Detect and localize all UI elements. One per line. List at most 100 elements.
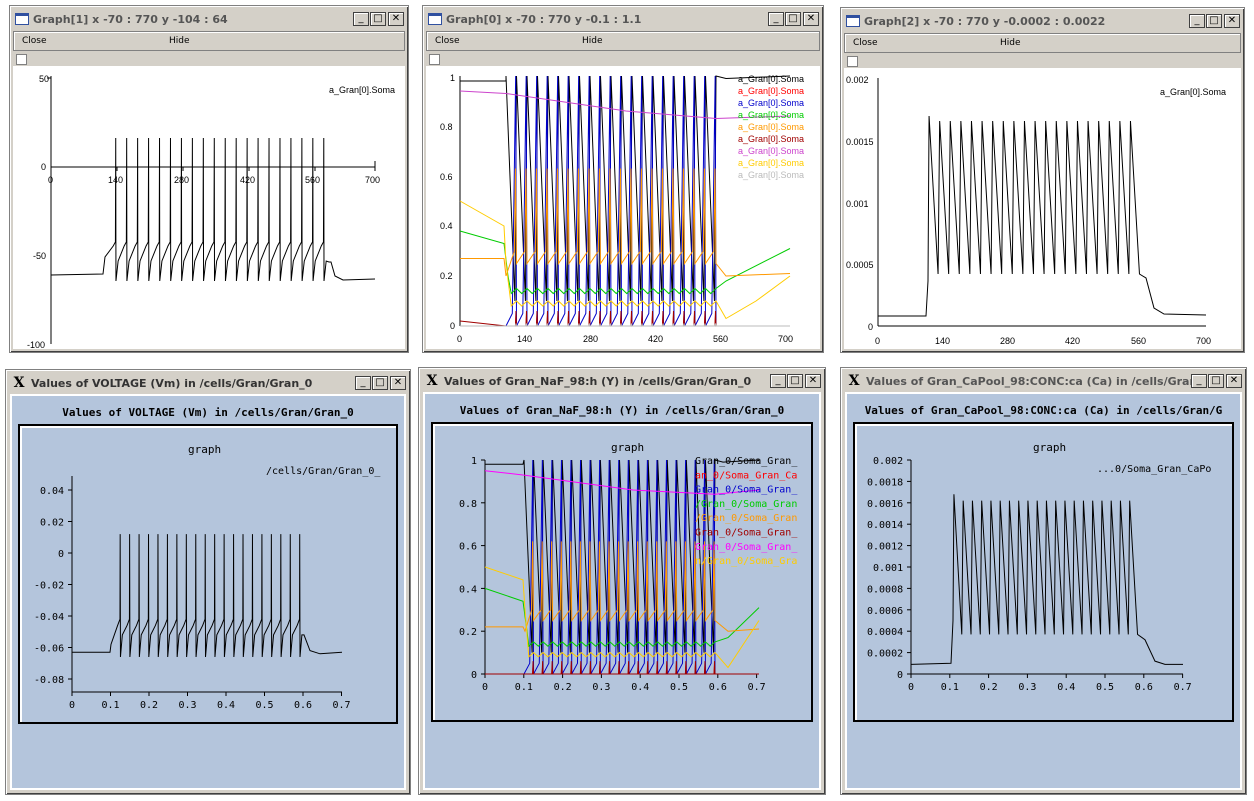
hide-menu-item[interactable]: Hide	[1000, 38, 1021, 48]
x-tick-label: 0.2	[554, 682, 572, 693]
graph-heading: Values of Gran_NaF_98:h (Y) in /cells/Gr…	[459, 404, 785, 417]
y-tick-label: 0.6	[440, 172, 453, 182]
xgraph-plot[interactable]: graph /cells/Gran/Gran_0_ 0.04 0.02 0 -0.02…	[18, 424, 398, 724]
y-tick-label: 0.002	[873, 456, 903, 467]
maximize-button[interactable]: □	[787, 374, 803, 388]
y-tick-label: 0.0005	[846, 260, 874, 270]
x-tick-label: 0.7	[1174, 682, 1192, 693]
y-tick-label: 0.2	[440, 271, 453, 281]
x11-icon: X	[13, 375, 25, 391]
xgraph-ca-svg: graph ...0/Soma_Gran_CaPo 0.0020.00180.0…	[867, 441, 1211, 693]
minimize-button[interactable]: _	[768, 12, 784, 26]
x-tick-label: 560	[1131, 336, 1146, 346]
y-tick-label: 0.0016	[867, 499, 903, 510]
graph-checkbox[interactable]	[429, 54, 440, 65]
legend-entry: /Gran_0/Soma_Gran	[695, 499, 797, 510]
minimize-button[interactable]: _	[353, 12, 369, 26]
xgraph-titlebar[interactable]: X Values of VOLTAGE (Vm) in /cells/Gran/…	[9, 373, 407, 393]
x-tick-label: 0.7	[748, 682, 766, 693]
y-tick-label: 50	[39, 74, 49, 84]
graph-label: graph	[611, 441, 644, 454]
graph1-svg: 50 0 -50 -100 0 140 280 420 560 700 a_Gr…	[27, 74, 395, 350]
x-tick-label: 0.1	[515, 682, 533, 693]
graph0-plot-area[interactable]: 1 0.8 0.6 0.4 0.2 0 0 140 280 420 560 70…	[426, 66, 820, 349]
x-tick-label: 0.6	[709, 682, 727, 693]
close-icon[interactable]: ✕	[805, 374, 821, 388]
y-tick-label: 0.4	[440, 221, 453, 231]
close-menu-item[interactable]: Close	[435, 36, 460, 46]
maximize-button[interactable]: □	[1206, 14, 1222, 28]
minimize-button[interactable]: _	[1189, 14, 1205, 28]
close-menu-item[interactable]: Close	[853, 38, 878, 48]
hide-menu-item[interactable]: Hide	[582, 36, 603, 46]
series-line	[484, 470, 760, 495]
graph0-svg: 1 0.8 0.6 0.4 0.2 0 0 140 280 420 560 70…	[440, 73, 804, 344]
y-tick-label: -0.04	[34, 612, 64, 623]
x-tick-label: 0	[69, 700, 75, 711]
x-tick-label: 280	[1000, 336, 1015, 346]
graph0-titlebar[interactable]: Graph[0] x -70 : 770 y -0.1 : 1.1 _ □ ✕	[426, 9, 820, 29]
y-tick-label: 0	[897, 670, 903, 681]
close-icon[interactable]: ✕	[388, 12, 404, 26]
legend-entry: a_Gran[0].Soma	[738, 122, 804, 132]
xgraph-plot[interactable]: graph ...0/Soma_Gran_CaPo 0.002 0.0018 0.0…	[853, 422, 1234, 722]
y-tick-label: 0.02	[40, 518, 64, 529]
graph1-window: Graph[1] x -70 : 770 y -104 : 64 _ □ ✕ C…	[9, 5, 409, 353]
legend-entry: n/Gran_0/Soma_Gra	[695, 556, 797, 567]
close-icon[interactable]: ✕	[390, 376, 406, 390]
xgraph-titlebar[interactable]: X Values of Gran_NaF_98:h (Y) in /cells/…	[422, 371, 822, 391]
maximize-button[interactable]: □	[372, 376, 388, 390]
legend-entry: Gran_0/Soma_Gran_	[695, 542, 798, 553]
close-icon[interactable]: ✕	[803, 12, 819, 26]
close-icon[interactable]: ✕	[1224, 14, 1240, 28]
xgraph-plot[interactable]: graph 1 0.8 0.6 0.4 0.2 0 0 0.1 0.2 0.3 0.4 0.5 0.6…	[431, 422, 813, 722]
maximize-button[interactable]: □	[1208, 374, 1224, 388]
graph2-titlebar[interactable]: Graph[2] x -70 : 770 y -0.0002 : 0.0022 …	[844, 11, 1241, 31]
window-icon	[15, 13, 29, 25]
x-tick-label: 140	[517, 334, 532, 344]
legend-entry: /Gran_0/Soma_Gran	[695, 513, 797, 524]
graph1-plot-area[interactable]: 50 0 -50 -100 0 140 280 420 560 700 a_Gr…	[13, 66, 405, 350]
legend-entry: a_Gran[0].Soma	[738, 110, 804, 120]
graph-checkbox[interactable]	[16, 54, 27, 65]
series-legend: Gran_0/Soma_Gran_ an_0/Soma_Gran_Ca Gran_0…	[695, 456, 798, 567]
graph-menubar: Close Hide	[844, 33, 1241, 53]
y-tick-label: 0	[868, 322, 873, 332]
series-line	[484, 587, 760, 648]
x-tick-label: 0.1	[941, 682, 959, 693]
gate-traces	[484, 459, 760, 675]
graph1-titlebar[interactable]: Graph[1] x -70 : 770 y -104 : 64 _ □ ✕	[13, 9, 405, 29]
xgraph-form: Values of Gran_NaF_98:h (Y) in /cells/Gr…	[423, 392, 821, 790]
minimize-button[interactable]: _	[1191, 374, 1207, 388]
minimize-button[interactable]: _	[355, 376, 371, 390]
calcium-trace	[878, 115, 1207, 317]
window-title: Values of Gran_CaPool_98:CONC:ca (Ca) in…	[866, 374, 1191, 388]
y-tick-label: 0.0004	[867, 627, 903, 638]
y-tick-label: 0.001	[873, 563, 903, 574]
series-line	[459, 200, 791, 320]
graph2-plot-area[interactable]: 0.002 0.0015 0.001 0.0005 0 0 140 280 42…	[844, 68, 1241, 349]
hide-menu-item[interactable]: Hide	[169, 36, 190, 46]
calcium-trace	[910, 494, 1183, 665]
maximize-button[interactable]: □	[370, 12, 386, 26]
series-label: a_Gran[0].Soma	[1160, 87, 1226, 97]
close-menu-item[interactable]: Close	[22, 36, 47, 46]
xgraph-titlebar[interactable]: X Values of Gran_CaPool_98:CONC:ca (Ca) …	[844, 371, 1243, 391]
x-tick-label: 0.4	[631, 682, 649, 693]
graph-checkbox[interactable]	[847, 56, 858, 67]
x-tick-label: 0.2	[140, 700, 158, 711]
graph-label: graph	[1033, 441, 1066, 454]
series-line	[485, 459, 760, 653]
y-tick-label: 0.8	[459, 499, 477, 510]
y-tick-label: 0	[450, 321, 455, 331]
close-icon[interactable]: ✕	[1226, 374, 1242, 388]
x-tick-label: 0	[908, 682, 914, 693]
maximize-button[interactable]: □	[785, 12, 801, 26]
x-tick-label: 0.5	[1096, 682, 1114, 693]
series-line	[484, 566, 760, 669]
x-tick-label: 0.2	[980, 682, 998, 693]
minimize-button[interactable]: _	[770, 374, 786, 388]
graph-menubar: Close Hide	[426, 31, 820, 51]
x-tick-label: 0	[875, 336, 880, 346]
x-ticks: 0 0.1 0.2 0.3 0.4 0.5 0.6 0.7	[482, 674, 766, 693]
